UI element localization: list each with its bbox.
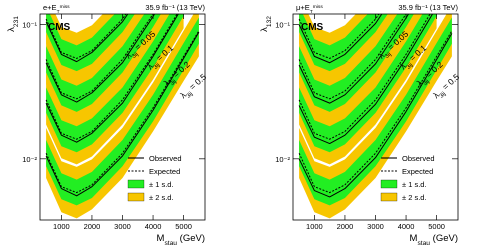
legend-label: Observed <box>149 154 182 163</box>
text-part: λ <box>431 89 441 100</box>
text-part: μ+E <box>296 3 310 12</box>
text-part: miss <box>60 4 71 10</box>
text-part: 3ij <box>186 91 194 99</box>
y-tick-label: 10⁻² <box>22 155 37 164</box>
x-tick-label: 5000 <box>175 222 192 231</box>
text-part: T <box>57 9 60 15</box>
text-part: λ <box>123 50 133 61</box>
uncertainty-band <box>46 14 184 153</box>
lumi-label: 35.9 fb⁻¹ (13 TeV) <box>398 3 458 12</box>
expected-line <box>298 30 453 194</box>
uncertainty-band <box>46 14 199 219</box>
text-part: 3ij <box>384 52 392 60</box>
legend-label: Expected <box>402 167 433 176</box>
legend-swatch <box>127 179 145 189</box>
expected-line <box>298 14 431 140</box>
lumi-label: 35.9 fb⁻¹ (13 TeV) <box>145 3 205 12</box>
observed-line <box>298 33 453 198</box>
x-axis-label: Mstau (GeV) <box>410 233 458 246</box>
y-tick-label: 10⁻² <box>275 155 290 164</box>
text-part: 3ij <box>439 91 447 99</box>
legend-label: ± 2 s.d. <box>149 193 174 202</box>
y-axis-label: λ231 <box>6 16 20 32</box>
x-tick-label: 3000 <box>367 222 384 231</box>
text-part: 3ij <box>406 62 414 70</box>
brand-label: CMS <box>48 22 71 33</box>
legend-label: ± 1 s.d. <box>149 180 174 189</box>
uncertainty-band <box>46 14 135 72</box>
x-tick-label: 1000 <box>306 222 323 231</box>
text-part: 3ij <box>169 79 177 87</box>
text-part: λ <box>145 61 155 72</box>
expected-line <box>45 30 200 194</box>
text-part: (GeV) <box>430 233 458 244</box>
y-tick-label: 10⁻¹ <box>275 21 290 30</box>
legend-swatch <box>380 192 398 202</box>
legend-label: Expected <box>149 167 180 176</box>
x-tick-label: 5000 <box>428 222 445 231</box>
plot-area <box>298 14 453 219</box>
observed-line <box>45 14 179 143</box>
text-part: e+E <box>43 3 57 12</box>
text-part: miss <box>313 4 324 10</box>
text-part: λ <box>398 61 408 72</box>
text-part: stau <box>164 240 177 246</box>
legend-swatch <box>127 192 145 202</box>
text-part: λ <box>178 89 188 100</box>
uncertainty-band <box>299 14 414 112</box>
text-part: 3ij <box>422 79 430 87</box>
text-part: λ <box>6 27 17 32</box>
x-axis-label: Mstau (GeV) <box>157 233 205 246</box>
legend-swatch <box>380 179 398 189</box>
plot-area <box>45 14 200 219</box>
expected-line <box>45 14 178 140</box>
x-tick-label: 2000 <box>337 222 354 231</box>
text-part: 231 <box>13 16 20 27</box>
channel-label: μ+ETmiss <box>296 3 323 15</box>
observed-line <box>298 14 383 64</box>
text-part: T <box>310 9 313 15</box>
y-tick-label: 10⁻¹ <box>22 21 37 30</box>
uncertainty-band <box>46 14 161 112</box>
text-part: M <box>410 233 418 244</box>
legend-label: ± 2 s.d. <box>402 193 427 202</box>
observed-line <box>45 31 200 197</box>
panel: 1000 2000 3000 4000 5000 10⁻¹ 10⁻² μ+ETmiss 35.9… <box>259 3 461 246</box>
text-part: λ <box>259 27 270 32</box>
legend-label: ± 1 s.d. <box>402 180 427 189</box>
text-part: λ <box>376 50 386 61</box>
text-part: λ <box>414 77 424 88</box>
text-part: (GeV) <box>177 233 205 244</box>
text-part: stau <box>417 240 430 246</box>
x-tick-label: 3000 <box>114 222 131 231</box>
text-part: λ <box>161 77 171 88</box>
y-axis-label: λ132 <box>259 16 273 32</box>
text-part: 3ij <box>131 52 139 60</box>
legend-label: Observed <box>402 154 435 163</box>
x-tick-label: 4000 <box>398 222 415 231</box>
x-tick-label: 4000 <box>145 222 162 231</box>
uncertainty-band <box>299 14 452 219</box>
channel-label: e+ETmiss <box>43 3 70 15</box>
brand-label: CMS <box>301 22 324 33</box>
uncertainty-band <box>299 14 437 153</box>
text-part: 3ij <box>153 62 161 70</box>
x-tick-label: 2000 <box>84 222 101 231</box>
text-part: M <box>157 233 165 244</box>
expected-line <box>45 14 154 100</box>
panel: 1000 2000 3000 4000 5000 10⁻¹ 10⁻² e+ETmiss 35.9… <box>6 3 208 246</box>
expected-line <box>298 14 407 100</box>
observed-line <box>298 14 434 145</box>
x-tick-label: 1000 <box>53 222 70 231</box>
text-part: 132 <box>266 16 273 27</box>
uncertainty-band <box>299 14 388 72</box>
